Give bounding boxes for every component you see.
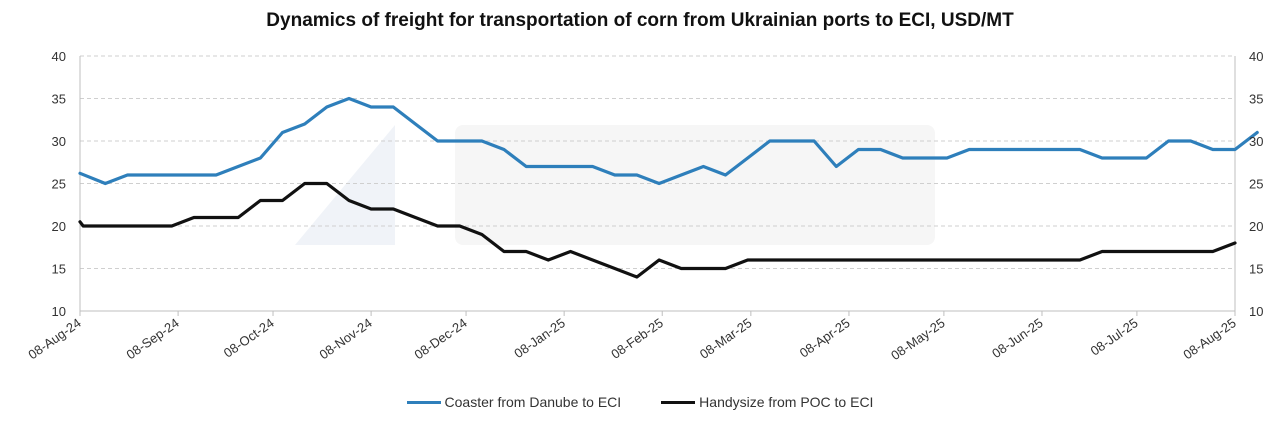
y-tick-label: 25 [52, 177, 66, 192]
legend-swatch-handysize [661, 400, 696, 404]
y-tick-label: 20 [52, 219, 66, 234]
series-line-handysize [78, 181, 1237, 279]
y2-tick-label: 40 [1249, 49, 1263, 64]
legend-label-coaster: Coaster from Danube to ECI [444, 394, 622, 410]
y2-tick-label: 20 [1249, 219, 1263, 234]
legend-label-handysize: Handysize from POC to ECI [699, 394, 874, 410]
x-tick-label: 08-Aug-24 [25, 315, 83, 362]
x-tick-label: 08-Feb-25 [608, 315, 666, 362]
series-lines [78, 96, 1259, 279]
legend-item-handysize[interactable]: Handysize from POC to ECI [661, 394, 873, 410]
axes [79, 56, 1236, 316]
series-line-coaster [78, 96, 1259, 186]
y2-tick-label: 10 [1249, 304, 1263, 319]
x-tick-label: 08-Apr-25 [797, 315, 853, 360]
y2-tick-label: 15 [1249, 262, 1263, 277]
y-tick-label: 10 [52, 304, 66, 319]
y2-tick-label: 35 [1249, 92, 1263, 107]
y2-tick-label: 25 [1249, 177, 1263, 192]
x-tick-label: 08-May-25 [888, 315, 948, 363]
x-tick-label: 08-Jan-25 [511, 315, 568, 361]
x-tick-label: 08-Jul-25 [1088, 315, 1141, 358]
chart-title: Dynamics of freight for transportation o… [266, 10, 1014, 31]
x-tick-label: 08-Nov-24 [317, 315, 375, 362]
watermark-block [455, 125, 935, 245]
x-tick-label: 08-Sep-24 [123, 315, 181, 362]
y-tick-label: 30 [52, 134, 66, 149]
x-tick-label: 08-Jun-25 [989, 315, 1046, 361]
legend-swatch-coaster [406, 400, 441, 404]
y-tick-label: 35 [52, 92, 66, 107]
watermark-triangle [295, 125, 395, 245]
x-tick-label: 08-Oct-24 [221, 315, 277, 360]
y-tick-label: 15 [52, 262, 66, 277]
watermark-logo [295, 125, 935, 245]
y-tick-label: 40 [52, 49, 66, 64]
x-tick-label: 08-Aug-25 [1180, 315, 1238, 362]
x-tick-label: 08-Mar-25 [697, 315, 755, 362]
legend: Coaster from Danube to ECI Handysize fro… [0, 394, 1280, 410]
legend-item-coaster[interactable]: Coaster from Danube to ECI [406, 394, 622, 410]
x-tick-label: 08-Dec-24 [411, 315, 469, 362]
y2-tick-label: 30 [1249, 134, 1263, 149]
